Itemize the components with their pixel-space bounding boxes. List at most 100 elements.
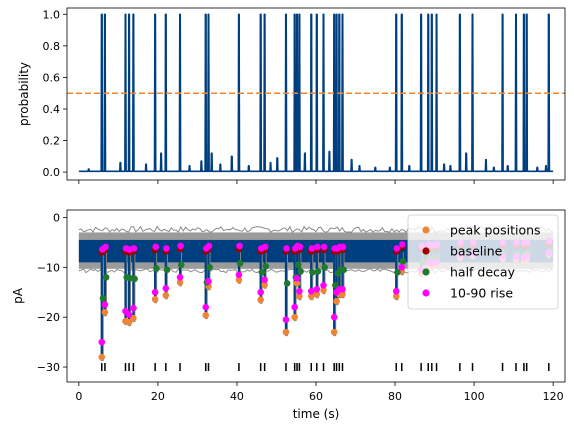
half-decay-marker bbox=[163, 266, 171, 274]
rise-10-90-marker bbox=[296, 243, 304, 251]
rise-10-90-marker bbox=[205, 277, 212, 285]
half-decay-marker bbox=[177, 261, 185, 269]
legend-marker bbox=[422, 268, 430, 276]
rise-10-90-marker bbox=[101, 301, 109, 309]
peak-position-marker bbox=[282, 328, 290, 336]
current-y-tick-label: −30 bbox=[37, 361, 60, 374]
rise-10-90-marker bbox=[235, 271, 243, 279]
rise-10-90-marker bbox=[330, 313, 338, 321]
legend-label: peak positions bbox=[450, 223, 541, 238]
probability-axes: 0.0 0.2 0.4 0.6 0.8 1.0 bbox=[43, 8, 554, 184]
probability-y-tick-label: 1.0 bbox=[43, 8, 61, 21]
peak-position-marker bbox=[98, 353, 106, 361]
rise-10-90-marker bbox=[293, 275, 301, 282]
rise-10-90-marker bbox=[320, 281, 327, 289]
half-decay-marker bbox=[309, 269, 316, 276]
peak-position-marker bbox=[176, 278, 184, 286]
half-decay-marker bbox=[262, 263, 270, 270]
half-decay-marker bbox=[399, 258, 407, 265]
half-decay-marker bbox=[321, 264, 329, 271]
rise-10-90-marker bbox=[282, 316, 290, 323]
rise-10-90-marker bbox=[261, 243, 269, 251]
rise-10-90-marker bbox=[261, 276, 268, 284]
rise-10-90-marker bbox=[163, 245, 170, 252]
half-decay-marker bbox=[258, 269, 266, 276]
rise-10-90-marker bbox=[125, 311, 133, 318]
peak-position-marker bbox=[333, 297, 340, 305]
probability-y-tick-label: 0.8 bbox=[43, 40, 61, 53]
peak-position-marker bbox=[202, 311, 210, 319]
current-x-tick-label: 40 bbox=[230, 390, 244, 403]
half-decay-marker bbox=[102, 274, 110, 281]
legend-marker bbox=[422, 247, 430, 255]
rise-10-90-marker bbox=[102, 243, 109, 251]
rise-10-90-marker bbox=[177, 242, 184, 250]
peak-position-marker bbox=[392, 292, 400, 300]
half-decay-marker bbox=[283, 279, 291, 287]
rise-10-90-marker bbox=[130, 245, 138, 252]
rise-10-90-marker bbox=[257, 288, 264, 296]
peak-position-marker bbox=[261, 281, 268, 289]
rise-10-90-marker bbox=[339, 243, 347, 251]
peak-position-marker bbox=[330, 328, 338, 336]
half-decay-marker bbox=[131, 275, 138, 283]
half-decay-marker bbox=[153, 265, 160, 272]
rise-10-90-marker bbox=[152, 243, 160, 251]
rise-10-90-marker bbox=[398, 264, 406, 271]
peak-position-marker bbox=[125, 318, 133, 326]
peak-position-marker bbox=[235, 276, 243, 284]
rise-10-90-marker bbox=[202, 303, 210, 311]
current-x-tick-label: 0 bbox=[75, 390, 82, 403]
half-decay-marker bbox=[236, 260, 244, 267]
peak-position-marker bbox=[257, 296, 264, 304]
half-decay-marker bbox=[297, 268, 304, 275]
current-x-tick-label: 20 bbox=[151, 390, 165, 403]
peak-position-marker bbox=[293, 279, 301, 287]
probability-y-axis-label: probability bbox=[17, 62, 31, 126]
rise-10-90-marker bbox=[313, 285, 321, 293]
rise-10-90-marker bbox=[399, 241, 406, 248]
rise-10-90-marker bbox=[162, 284, 170, 292]
peak-position-marker bbox=[307, 292, 315, 300]
rise-10-90-marker bbox=[307, 287, 315, 295]
rise-10-90-marker bbox=[339, 285, 346, 293]
legend-marker bbox=[422, 226, 430, 234]
peak-position-marker bbox=[320, 286, 327, 294]
legend-box bbox=[407, 214, 559, 310]
half-decay-marker bbox=[294, 261, 302, 269]
current-x-tick-label: 80 bbox=[388, 390, 402, 403]
rise-10-90-marker bbox=[320, 243, 328, 251]
probability-plot-area bbox=[67, 13, 565, 173]
current-axes: 0 −10 −20 −30 0 20 40 60 80 100 120 bbox=[37, 211, 564, 403]
half-decay-marker bbox=[314, 268, 322, 275]
peak-position-marker bbox=[151, 295, 159, 303]
probability-y-tick-label: 0.0 bbox=[43, 166, 61, 179]
peak-position-marker bbox=[162, 291, 170, 299]
rise-10-90-marker bbox=[393, 245, 401, 252]
probability-y-tick-label: 0.6 bbox=[43, 71, 61, 84]
current-y-tick-label: 0 bbox=[53, 211, 60, 224]
legend-label: baseline bbox=[450, 244, 503, 259]
probability-panel: 0.0 0.2 0.4 0.6 0.8 1.0 probability bbox=[17, 7, 566, 184]
rise-10-90-marker bbox=[205, 242, 213, 250]
half-decay-marker bbox=[206, 264, 213, 271]
probability-y-tick-label: 0.2 bbox=[43, 135, 61, 148]
peak-position-marker bbox=[101, 308, 109, 316]
rise-10-90-marker bbox=[151, 288, 159, 296]
current-x-tick-label: 60 bbox=[309, 390, 323, 403]
rise-10-90-marker bbox=[296, 287, 303, 295]
half-decay-marker bbox=[99, 294, 107, 302]
rise-10-90-marker bbox=[314, 243, 321, 251]
time-x-axis-label: time (s) bbox=[293, 407, 340, 421]
legend-marker bbox=[422, 289, 430, 297]
rise-10-90-marker bbox=[236, 242, 243, 250]
legend-label: 10-90 rise bbox=[450, 286, 513, 301]
peak-position-marker bbox=[291, 313, 298, 321]
peak-position-marker bbox=[339, 290, 346, 298]
current-y-axis-label: pA bbox=[11, 287, 25, 304]
current-y-tick-label: −10 bbox=[37, 261, 60, 274]
probability-line bbox=[78, 13, 554, 173]
current-panel: 0 −10 −20 −30 0 20 40 60 80 100 120 pA time (s) pe… bbox=[11, 209, 566, 421]
rise-10-90-marker bbox=[308, 245, 316, 252]
